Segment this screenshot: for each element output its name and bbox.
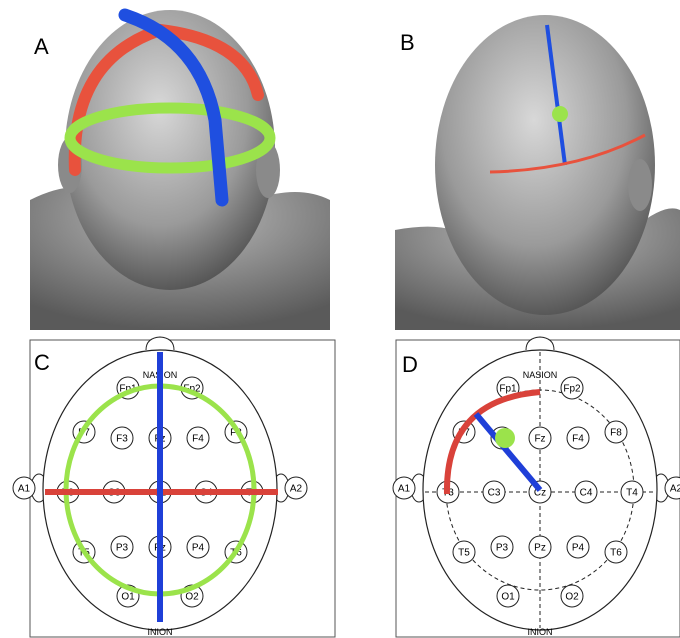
electrode-label: F8	[610, 428, 622, 439]
panel-label: C	[34, 350, 50, 375]
electrode-label: A1	[18, 484, 31, 495]
head-render-b	[395, 15, 680, 330]
electrode-label: Fz	[534, 434, 545, 445]
electrode-label: O2	[185, 592, 199, 603]
panel-label: A	[34, 34, 49, 59]
nasion-label: NASION	[523, 370, 558, 380]
electrode-label: Pz	[534, 543, 546, 554]
electrode-label: A1	[398, 484, 411, 495]
electrode-label: T5	[458, 548, 470, 559]
electrode-label: Fp2	[563, 384, 581, 395]
electrode-label: T6	[610, 548, 622, 559]
electrode-label: A2	[290, 484, 303, 495]
eeg-diagram: NASIONINIONFp1Fp2F7F3FzF4F8T3C3CzC4T4T5P…	[13, 337, 307, 637]
figure: A B C D NASIONINIONFp1Fp2F7F3FzF4F8T3C3CzC4T…	[0, 0, 680, 638]
electrode-label: P4	[192, 543, 205, 554]
eeg-diagram: NASIONINIONFp1Fp2F7F3FzF4F8T3C3CzC4T4T5P…	[393, 337, 680, 637]
electrode-label: C3	[488, 488, 501, 499]
panel-label: B	[400, 30, 415, 55]
panel-label: D	[402, 352, 418, 377]
nose	[146, 337, 174, 350]
electrode-label: F3	[116, 434, 128, 445]
electrode-label: F4	[572, 434, 584, 445]
nose	[526, 337, 554, 350]
page: {"panels": [ {"label": "A"}, {"label": "…	[0, 0, 680, 638]
electrode-label: O2	[565, 592, 579, 603]
electrode-label: P3	[496, 543, 509, 554]
electrode-label: P3	[116, 543, 129, 554]
electrode-label: O1	[501, 592, 515, 603]
green-dot	[495, 428, 515, 448]
head-render-a	[30, 10, 330, 330]
electrode-label: Fp1	[499, 384, 517, 395]
electrode-label: O1	[121, 592, 135, 603]
inion-label: INION	[147, 627, 172, 637]
electrode-label: A2	[670, 484, 680, 495]
inion-label: INION	[527, 627, 552, 637]
electrode-label: T4	[626, 488, 638, 499]
electrode-label: F4	[192, 434, 204, 445]
electrode-label: C4	[580, 488, 593, 499]
electrode-label: P4	[572, 543, 585, 554]
